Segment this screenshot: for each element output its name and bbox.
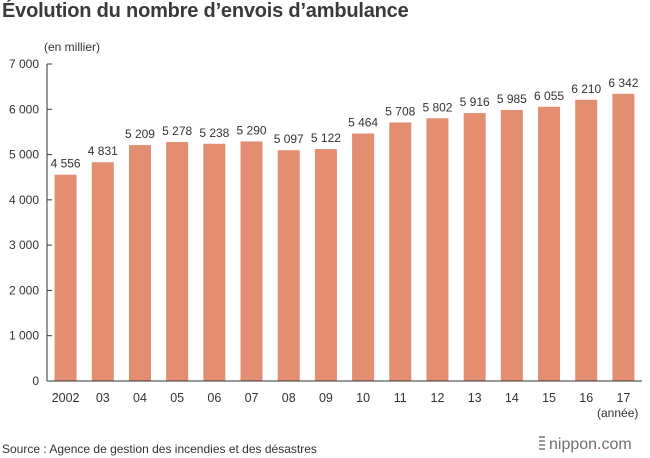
bar-12 (426, 118, 449, 381)
bar-2002 (54, 174, 77, 381)
x-tick-label: 14 (505, 391, 519, 405)
y-tick-label: 4 000 (9, 193, 39, 207)
x-tick-label: 03 (96, 391, 110, 405)
bar-13 (463, 113, 486, 381)
x-tick-label: 08 (282, 391, 296, 405)
x-tick-label: 04 (133, 391, 147, 405)
data-label-17: 6 342 (608, 76, 638, 90)
x-tick-label: 15 (542, 391, 556, 405)
x-tick-label: 09 (319, 391, 333, 405)
bar-17 (612, 93, 635, 381)
data-label-12: 5 802 (422, 100, 452, 114)
data-label-14: 5 985 (497, 92, 527, 106)
y-tick-label: 6 000 (9, 102, 39, 116)
chart-title: Évolution du nombre d’envois d’ambulance (2, 0, 409, 22)
data-label-09: 5 122 (311, 131, 341, 145)
x-tick-label: 11 (394, 391, 407, 405)
bar-15 (538, 106, 561, 382)
data-label-08: 5 097 (274, 132, 304, 146)
y-tick-label: 2 000 (9, 283, 39, 297)
logo-mark-icon (539, 436, 545, 450)
data-label-05: 5 278 (162, 124, 192, 138)
data-label-11: 5 708 (385, 105, 415, 119)
y-tick-label: 1 000 (9, 329, 39, 343)
bar-16 (575, 99, 598, 382)
x-axis: 2002 03 04 05 06 07 08 09 10 11 12 13 14 15 16 17 (47, 380, 642, 405)
x-axis-unit-label: (année) (597, 406, 639, 420)
bar-14 (500, 109, 523, 381)
bar-series (54, 93, 635, 382)
x-tick-label: 10 (356, 391, 370, 405)
x-tick-label: 06 (207, 391, 221, 405)
bar-09 (314, 149, 337, 381)
x-tick-label: 07 (245, 391, 259, 405)
bar-11 (389, 122, 412, 381)
data-labels: 4 556 4 831 5 209 5 278 5 238 5 290 5 097 5 122… (51, 76, 639, 171)
data-label-16: 6 210 (571, 82, 601, 96)
y-tick-label: 3 000 (9, 238, 39, 252)
data-label-03: 4 831 (88, 144, 118, 158)
y-tick-label: 7 000 (9, 57, 39, 71)
bar-04 (128, 145, 151, 381)
bar-06 (203, 143, 226, 381)
data-label-15: 6 055 (534, 89, 564, 103)
data-label-04: 5 209 (125, 127, 155, 141)
x-tick-label: 12 (431, 391, 445, 405)
x-tick-label: 16 (579, 391, 593, 405)
bar-08 (277, 150, 300, 381)
y-axis-unit-label: (en millier) (44, 40, 101, 54)
bar-07 (240, 141, 263, 381)
y-tick-label: 5 000 (9, 148, 39, 162)
bar-05 (166, 141, 189, 381)
y-tick-label: 0 (32, 374, 39, 388)
data-label-07: 5 290 (237, 123, 267, 137)
data-label-13: 5 916 (460, 95, 490, 109)
data-label-06: 5 238 (199, 126, 229, 140)
y-axis: 0 1 000 2 000 3 000 4 000 5 000 6 000 7 000 (9, 57, 52, 388)
source-note: Source : Agence de gestion des incendies… (2, 442, 317, 456)
data-label-2002: 4 556 (51, 157, 81, 171)
bar-03 (91, 162, 114, 381)
bar-10 (352, 133, 375, 381)
x-tick-label: 17 (616, 391, 630, 405)
nippon-logo[interactable]: nippon.com (539, 436, 632, 454)
data-label-10: 5 464 (348, 116, 378, 130)
x-tick-label: 05 (170, 391, 184, 405)
x-tick-label: 13 (468, 391, 482, 405)
x-tick-label: 2002 (52, 391, 80, 405)
